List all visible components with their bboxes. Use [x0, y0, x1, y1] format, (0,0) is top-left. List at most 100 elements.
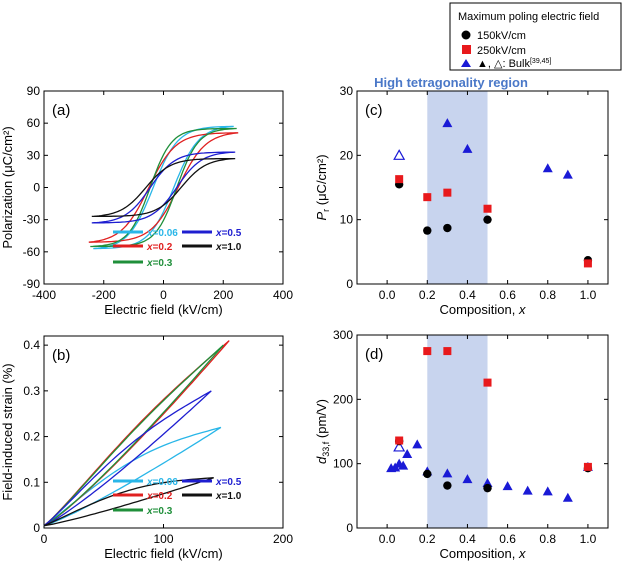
- marker-250kv: [583, 462, 592, 471]
- panel-label: (a): [52, 102, 70, 119]
- x-axis-label: Composition, x: [440, 302, 526, 317]
- x-tick-label: -200: [92, 288, 116, 302]
- marker-bulk: [462, 143, 473, 153]
- y-tick-label: 10: [340, 213, 354, 227]
- x-axis-label: Composition, x: [440, 546, 526, 561]
- panel-c: 0.0 0.2 0.4 0.6 0.8 1.0 0 10 20 30 (c) Composition,…: [314, 84, 609, 317]
- x-tick-label: 0.8: [539, 288, 556, 302]
- strain-x05: [43, 390, 212, 527]
- panel-d: 0.0 0.2 0.4 0.6 0.8 1.0 0 100 200 300 (d) Compositi…: [314, 328, 609, 561]
- x-tick-label: 0.4: [459, 532, 476, 546]
- panel-label: (d): [365, 346, 383, 363]
- marker-bulk: [462, 474, 473, 484]
- marker-250kv: [483, 378, 492, 387]
- marker-bulk: [542, 163, 553, 173]
- plot-frame: [356, 334, 609, 529]
- y-tick-label: 30: [27, 148, 41, 162]
- legend-label-x05: x=0.5: [215, 477, 242, 488]
- y-tick-label: 90: [27, 84, 41, 98]
- y-tick-label: 0: [33, 181, 40, 195]
- marker-bulk: [398, 460, 409, 470]
- region-label: High tetragonality region: [374, 75, 528, 90]
- y-tick-label: 200: [333, 392, 353, 406]
- legend-ref: [39,45]: [530, 58, 551, 65]
- x-axis-label: Electric field (kV/cm): [104, 546, 222, 561]
- y-tick-label: 0.1: [23, 475, 40, 489]
- x-tick-label: 0.0: [379, 532, 396, 546]
- marker-250kv: [443, 188, 452, 197]
- x-tick-label: 200: [273, 532, 293, 546]
- marker-bulk: [562, 492, 573, 502]
- y-tick-label: 0: [346, 521, 353, 535]
- y-tick-label: -90: [23, 277, 41, 291]
- x-tick-label: 0: [160, 288, 167, 302]
- marker-bulk: [542, 486, 553, 496]
- x-tick-label: 0.2: [419, 532, 436, 546]
- loop-x006: [93, 125, 234, 250]
- legend-box: Maximum poling electric field 150kV/cm 2…: [449, 2, 622, 71]
- x-tick-label: 400: [273, 288, 293, 302]
- legend-marker-250: [462, 45, 471, 54]
- x-tick-label: 200: [213, 288, 233, 302]
- marker-150kv: [423, 226, 432, 235]
- marker-250kv: [423, 193, 432, 202]
- legend-label-x006: x=0.06: [146, 228, 178, 239]
- y-tick-label: -30: [23, 213, 41, 227]
- loop-x05: [91, 151, 236, 224]
- x-tick-label: 1.0: [580, 532, 597, 546]
- y-tick-label: 0: [33, 521, 40, 535]
- x-tick-label: 0.6: [499, 288, 516, 302]
- marker-bulk: [402, 449, 413, 459]
- legend-label-x10: x=1.0: [215, 242, 242, 253]
- legend-label-x02: x=0.2: [146, 491, 173, 502]
- y-axis-label: d33,f (pm/V): [314, 399, 331, 464]
- y-axis-label: Pr (μC/cm²): [314, 154, 331, 220]
- x-tick-label: 0.0: [379, 288, 396, 302]
- marker-bulk: [562, 169, 573, 179]
- legend-label-250: 250kV/cm: [477, 45, 526, 57]
- y-tick-label: 60: [27, 116, 41, 130]
- marker-250kv: [483, 204, 492, 213]
- marker-bulk: [442, 468, 453, 478]
- marker-150kv: [443, 481, 452, 490]
- legend-label-x03: x=0.3: [146, 506, 173, 517]
- high-tetragonality-band: [427, 91, 488, 284]
- legend-label-x05: x=0.5: [215, 228, 242, 239]
- y-tick-label: 0: [346, 277, 353, 291]
- x-tick-label: 100: [153, 532, 173, 546]
- x-tick-label: 0.2: [419, 288, 436, 302]
- marker-bulk: [442, 118, 453, 128]
- marker-bulk: [482, 477, 493, 487]
- x-tick-label: -400: [32, 288, 56, 302]
- marker-bulk: [522, 485, 533, 495]
- loop-x03: [90, 127, 237, 248]
- marker-bulk: [412, 439, 423, 449]
- panel-label: (c): [365, 102, 383, 119]
- marker-250kv: [423, 347, 432, 356]
- marker-250kv: [583, 259, 592, 268]
- marker-150kv: [443, 223, 452, 233]
- marker-bulk-open: [393, 149, 406, 160]
- marker-250kv: [395, 436, 404, 445]
- marker-bulk: [502, 481, 513, 491]
- y-tick-label: -60: [23, 245, 41, 259]
- strain-x10: [43, 477, 214, 527]
- y-axis-label: Field-induced strain (%): [0, 363, 15, 500]
- legend-label-150: 150kV/cm: [477, 30, 526, 42]
- panel-a: -400 -200 0 200 400 -90 -60 -30 0 30 60 90 (a) Electr…: [0, 84, 293, 317]
- y-tick-label: 300: [333, 328, 353, 342]
- strain-x006: [43, 426, 222, 527]
- plot-frame: [356, 90, 609, 285]
- loop-x02: [88, 132, 239, 243]
- legend-title: Maximum poling electric field: [458, 11, 599, 23]
- x-tick-label: 0.4: [459, 288, 476, 302]
- strain-x03: [43, 344, 224, 527]
- panel-b: 0 100 200 0 0.1 0.2 0.3 0.4 (b) Electric field (k…: [0, 335, 293, 561]
- legend-label-x03: x=0.3: [146, 258, 173, 269]
- marker-250kv: [443, 347, 452, 356]
- legend-marker-bulk-icon: [461, 59, 471, 67]
- marker-150kv: [483, 483, 492, 493]
- y-tick-label: 20: [340, 148, 354, 162]
- plot-frame: [43, 90, 284, 285]
